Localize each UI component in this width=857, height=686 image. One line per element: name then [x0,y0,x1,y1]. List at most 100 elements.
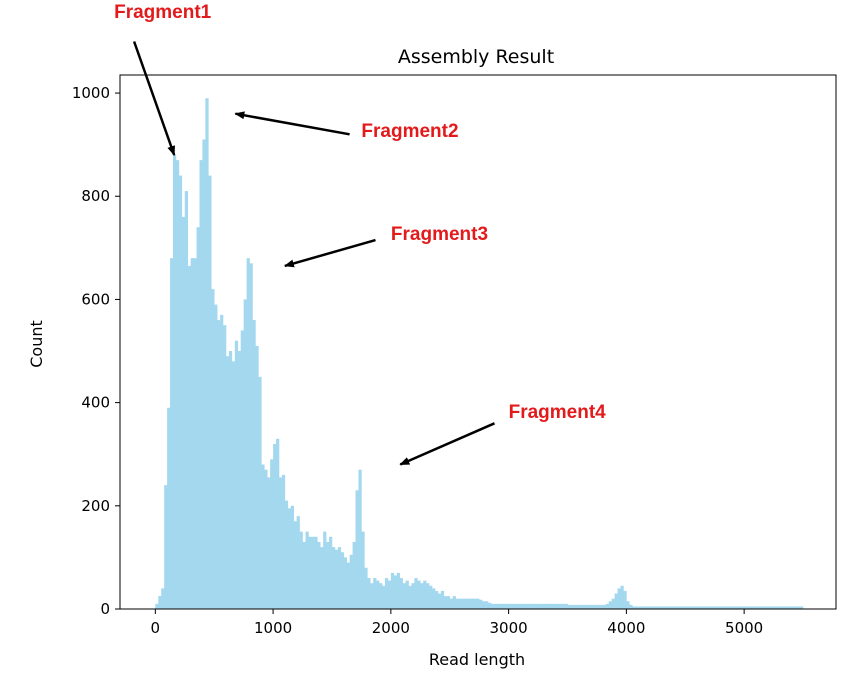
y-axis-ticks: 0 200 400 600 800 1000 [72,84,120,618]
histogram-bar [538,603,542,609]
x-tick-label: 0 [151,619,161,637]
histogram-bar [800,606,804,609]
histogram-bar [623,590,627,609]
histogram-bar [726,606,730,609]
histogram-bar [641,606,645,609]
histogram-bar [717,606,721,609]
histogram-bar [685,606,689,609]
histogram-bar [408,585,412,609]
histogram-bar [564,603,568,609]
histogram-bar [349,554,353,609]
histogram-bar [755,606,760,609]
histogram-bar [561,603,565,609]
histogram-bar [320,547,324,609]
histogram-bar [225,356,230,609]
histogram-bar [220,314,224,609]
histogram-bar [399,578,403,609]
histogram-bar [387,580,392,609]
histogram-bar [458,598,462,609]
histogram-bar [190,258,194,609]
histogram-bar [576,604,580,609]
histogram-bar [211,289,215,609]
histogram-bar [390,572,395,609]
histogram-bar [761,606,766,609]
histogram-bar [376,580,380,609]
histogram-bar [293,521,297,609]
histogram-bar [499,603,504,609]
histogram-bar [326,541,330,609]
annotation-label: Fragment3 [391,224,488,245]
histogram-bar [352,541,356,609]
histogram-bar [455,598,459,609]
histogram-bar [591,604,595,609]
histogram-bar [644,606,648,609]
histogram-bar [770,606,774,609]
histogram-bar [473,598,477,609]
histogram-bar [776,606,780,609]
histogram-bar [646,606,651,609]
histogram-bar [355,490,359,609]
histogram-bar [735,606,739,609]
histogram-bar [582,604,586,609]
histogram-bar [329,536,333,609]
histogram-bar [508,603,512,609]
histogram-bar [738,606,742,609]
histogram-bar [470,598,474,609]
histogram-bar [246,258,250,609]
histogram-bar [664,606,668,609]
histogram-bar [523,603,527,609]
histogram-bar [788,606,792,609]
histogram-bar [187,265,191,609]
histogram-bar [708,606,713,609]
histogram-bar [702,606,707,609]
histogram-bar [579,604,583,609]
histogram-bar [252,320,256,609]
histogram-bar [382,585,386,609]
histogram-bar [520,603,524,609]
histogram-bar [673,606,677,609]
histogram-bar [452,596,456,609]
histogram-bar [585,604,589,609]
histogram-bar [711,606,715,609]
histogram-bar [594,604,598,609]
histogram-bar [505,603,509,609]
histogram-bar [635,606,639,609]
histogram-bar [361,531,365,609]
histogram-bar [535,603,539,609]
x-tick-label: 3000 [490,619,528,637]
histogram-bar [417,580,421,609]
histogram-bar [223,325,227,609]
histogram-bar [370,583,374,609]
histogram-bar [567,604,571,609]
histogram-bar [517,603,521,609]
histogram-bar [467,598,471,609]
histogram-bar [476,598,480,609]
histogram-bar [343,557,347,609]
y-axis-label: Count [27,320,46,368]
histogram-bar [234,340,239,609]
x-tick-label: 5000 [725,619,763,637]
histogram-bar [488,602,492,609]
annotation-arrow [234,111,350,136]
histogram-bar [429,585,433,609]
histogram-bar [217,320,221,609]
histogram-bar [276,438,280,609]
histogram-bar [432,588,436,609]
histogram-bar [752,606,757,609]
histogram-bar [791,606,795,609]
histogram-bar [240,330,244,609]
histogram-bar [511,603,515,609]
histogram-bar [231,361,236,609]
histogram-bar [181,216,186,609]
histogram-bar [314,536,318,609]
chart-title: Assembly Result [398,46,554,68]
histogram-bar [614,593,618,609]
histogram-bar [502,603,506,609]
histogram-bar [208,175,212,610]
annotations: Fragment1 Fragment2 Fragment3 Fragment4 [114,2,606,466]
histogram-bar [278,477,283,609]
histogram-bar [367,578,371,609]
histogram-bar [679,606,683,609]
histogram-bar [264,469,268,609]
histogram-bar [490,603,495,609]
